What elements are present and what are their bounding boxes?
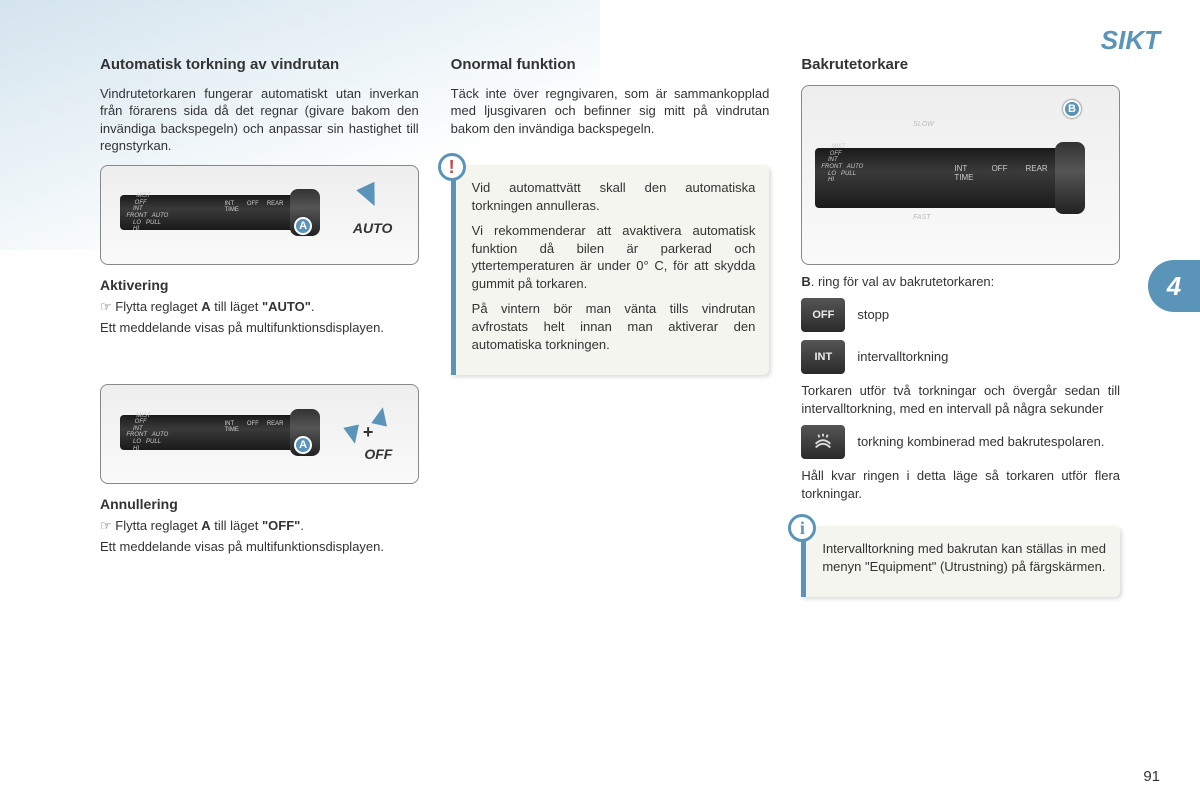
- stalk-seg-off: OFF: [991, 164, 1007, 182]
- column-left: Automatisk torkning av vindrutan Vindrut…: [100, 55, 419, 597]
- mode-wash-row: torkning kombinerad med bakrutespolaren.: [801, 425, 1120, 459]
- arrow-down-icon: [343, 425, 362, 446]
- activation-step: Flytta reglaget A till läget "AUTO".: [100, 299, 419, 315]
- section-tab: 4: [1148, 260, 1200, 312]
- cancel-step: Flytta reglaget A till läget "OFF".: [100, 518, 419, 534]
- stalk-seg-off: OFF: [247, 421, 259, 433]
- stalk-segment-labels: INT TIME OFF REAR: [954, 164, 1047, 182]
- int-icon: INT: [801, 340, 845, 374]
- warn-p1: Vid automattvätt skall den automatiska t…: [472, 179, 756, 214]
- col1-title: Automatisk torkning av vindrutan: [100, 55, 419, 75]
- mode-off-row: OFF stopp: [801, 298, 1120, 332]
- plus-icon: +: [363, 422, 374, 443]
- info-callout: i Intervalltorkning med bakrutan kan stä…: [801, 526, 1120, 597]
- cancel-title: Annullering: [100, 496, 419, 512]
- stalk-front-labels: MIST OFF INT FRONT AUTO LO PULL HI: [126, 413, 168, 453]
- column-middle: Onormal funktion Täck inte över regngiva…: [451, 55, 770, 597]
- col1-intro: Vindrutetorkaren fungerar automatiskt ut…: [100, 85, 419, 155]
- activation-note: Ett meddelande visas på multifunktionsdi…: [100, 319, 419, 337]
- stalk-seg-rear: REAR: [267, 201, 284, 213]
- slow-label: SLOW: [913, 121, 934, 128]
- stalk-segment-labels: INT TIME OFF REAR: [225, 421, 284, 433]
- stalk-seg-int: INT TIME: [225, 201, 239, 213]
- mode-int-row: INT intervalltorkning: [801, 340, 1120, 374]
- mode-wash-label: torkning kombinerad med bakrutespolaren.: [857, 434, 1104, 451]
- warning-callout: ! Vid automattvätt skall den automatiska…: [451, 165, 770, 375]
- badge-a: A: [294, 217, 312, 235]
- page-header: SIKT: [1101, 25, 1160, 56]
- content-columns: Automatisk torkning av vindrutan Vindrut…: [100, 55, 1120, 597]
- column-right: Bakrutetorkare MIST OFF INT FRONT AUTO L…: [801, 55, 1120, 597]
- stalk-seg-rear: REAR: [267, 421, 284, 433]
- arrow-down-icon: [356, 182, 383, 210]
- mode-off-label: stopp: [857, 307, 889, 324]
- activation-title: Aktivering: [100, 277, 419, 293]
- figure-auto-on: MIST OFF INT FRONT AUTO LO PULL HI INT T…: [100, 165, 419, 265]
- figure-off-label: OFF: [364, 446, 392, 462]
- hold-desc: Håll kvar ringen i detta läge så torkare…: [801, 467, 1120, 502]
- washer-icon: [801, 425, 845, 459]
- stalk-seg-int: INT TIME: [954, 164, 973, 182]
- col2-title: Onormal funktion: [451, 55, 770, 75]
- stalk-front-labels: MIST OFF INT FRONT AUTO LO PULL HI: [126, 193, 168, 233]
- stalk-seg-rear: REAR: [1025, 164, 1047, 182]
- int-desc: Torkaren utför två torkningar och övergå…: [801, 382, 1120, 417]
- mode-int-label: intervalltorkning: [857, 349, 948, 366]
- stalk-front-labels: MIST OFF INT FRONT AUTO LO PULL HI: [821, 144, 863, 184]
- arrow-up-icon: [371, 405, 390, 426]
- warn-p2: Vi rekommenderar att avaktivera automati…: [472, 222, 756, 292]
- col2-intro: Täck inte över regngivaren, som är samma…: [451, 85, 770, 138]
- stalk-seg-int: INT TIME: [225, 421, 239, 433]
- col3-title: Bakrutetorkare: [801, 55, 1120, 75]
- stalk-segment-labels: INT TIME OFF REAR: [225, 201, 284, 213]
- figure-auto-label: AUTO: [353, 220, 392, 236]
- figure-auto-off: MIST OFF INT FRONT AUTO LO PULL HI INT T…: [100, 384, 419, 484]
- warn-p3: På vintern bör man vänta tills vindrutan…: [472, 300, 756, 353]
- page-number: 91: [1143, 768, 1160, 785]
- stalk-seg-off: OFF: [247, 201, 259, 213]
- off-icon: OFF: [801, 298, 845, 332]
- fast-label: FAST: [913, 214, 930, 221]
- ring-label: B. ring för val av bakrutetorkaren:: [801, 273, 1120, 291]
- warning-icon: !: [438, 153, 466, 181]
- info-icon: i: [788, 514, 816, 542]
- info-text: Intervalltorkning med bakrutan kan ställ…: [822, 540, 1106, 575]
- figure-rear-wiper: MIST OFF INT FRONT AUTO LO PULL HI INT T…: [801, 85, 1120, 265]
- cancel-note: Ett meddelande visas på multifunktionsdi…: [100, 538, 419, 556]
- badge-b: B: [1063, 100, 1081, 118]
